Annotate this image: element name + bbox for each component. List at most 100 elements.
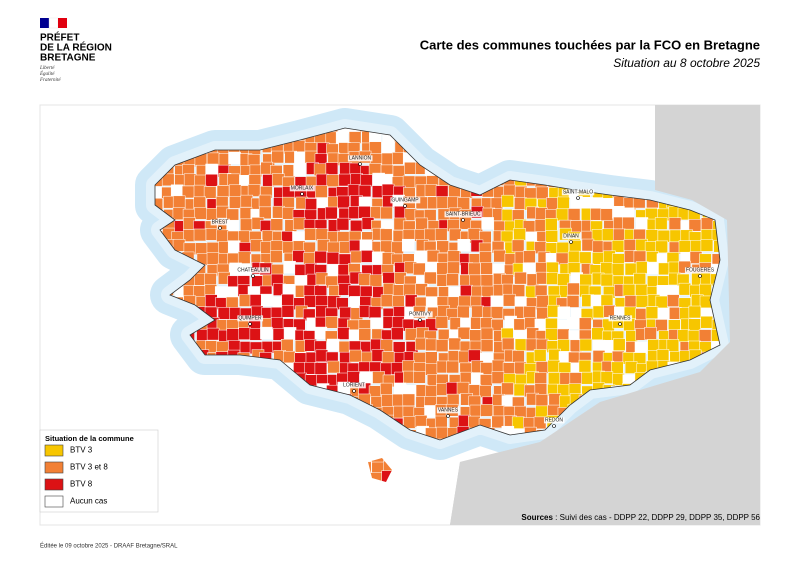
commune [161, 173, 175, 187]
commune [698, 329, 712, 342]
commune [239, 207, 253, 220]
motto: Fraternité [39, 78, 61, 83]
commune [170, 184, 184, 198]
commune [327, 360, 340, 374]
commune [283, 350, 296, 364]
commune [226, 328, 240, 341]
commune [600, 294, 614, 308]
commune [600, 262, 613, 275]
commune [600, 208, 614, 221]
commune [557, 328, 570, 342]
commune [459, 217, 472, 230]
commune [567, 208, 581, 221]
commune [282, 164, 296, 177]
commune [456, 381, 470, 395]
commune [336, 217, 350, 231]
commune [247, 153, 261, 167]
commune [544, 218, 558, 231]
commune [669, 229, 683, 243]
commune [467, 349, 481, 363]
commune [457, 305, 470, 319]
commune [678, 240, 692, 253]
commune [548, 393, 562, 406]
commune [446, 273, 459, 286]
commune [612, 228, 626, 242]
flag-blue [40, 18, 49, 28]
commune [611, 240, 625, 253]
commune [358, 273, 372, 286]
logo: PRÉFET DE LA RÉGION BRETAGNE Liberté Éga… [39, 17, 112, 83]
commune [305, 198, 318, 211]
commune [283, 327, 297, 340]
commune [579, 317, 592, 331]
commune [434, 415, 448, 429]
commune [281, 304, 295, 318]
commune [633, 272, 646, 286]
commune [369, 274, 383, 288]
sources-text: : Suivi des cas - DDPP 22, DDPP 29, DDPP… [553, 513, 761, 522]
commune [447, 250, 461, 264]
commune [237, 251, 251, 264]
commune [523, 306, 536, 319]
commune [326, 174, 339, 187]
commune [493, 249, 506, 263]
commune [578, 251, 592, 265]
city-label: REDON [545, 417, 563, 423]
city-label: QUIMPER [238, 315, 262, 321]
commune [556, 241, 570, 255]
city-dot [618, 322, 622, 326]
commune [601, 228, 615, 241]
commune [195, 242, 208, 256]
commune [688, 305, 702, 319]
commune [655, 295, 669, 309]
commune [480, 404, 494, 417]
commune [392, 295, 405, 308]
commune [688, 219, 702, 232]
commune [480, 362, 493, 375]
commune [205, 228, 219, 241]
commune [315, 173, 329, 187]
commune [436, 240, 449, 254]
flag-red [58, 18, 67, 28]
commune [480, 274, 494, 287]
commune [446, 382, 459, 395]
commune [370, 317, 383, 330]
legend-swatch [44, 444, 64, 457]
commune [469, 329, 482, 343]
commune [514, 271, 527, 285]
city-dot [698, 274, 702, 278]
commune [294, 151, 307, 164]
commune [249, 294, 263, 307]
commune [501, 194, 514, 208]
commune [425, 385, 438, 398]
commune [258, 194, 272, 208]
commune [479, 374, 493, 387]
commune [247, 184, 261, 197]
footer: Éditée le 09 octobre 2025 - DRAAF Bretag… [40, 543, 178, 550]
commune [380, 294, 394, 308]
city-dot [300, 192, 304, 196]
commune [281, 293, 294, 307]
commune [337, 195, 350, 209]
commune [491, 359, 505, 373]
city-dot [569, 240, 573, 244]
commune [646, 261, 660, 275]
commune [335, 131, 349, 145]
commune [380, 206, 393, 220]
commune [700, 315, 714, 329]
commune [557, 196, 570, 210]
commune [513, 228, 526, 241]
commune [348, 285, 361, 298]
commune [325, 316, 338, 329]
commune [382, 272, 396, 285]
commune [480, 339, 494, 352]
commune [512, 284, 526, 297]
commune [390, 327, 404, 341]
commune [435, 315, 449, 329]
commune [502, 362, 516, 375]
commune [436, 196, 450, 209]
commune [514, 338, 528, 352]
commune [591, 327, 604, 340]
city-dot [576, 196, 580, 200]
